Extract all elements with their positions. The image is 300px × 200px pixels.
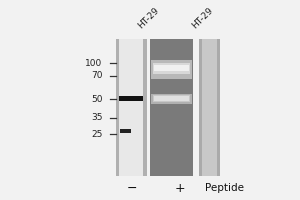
Bar [199, 39, 220, 176]
Text: −: − [127, 182, 137, 195]
Bar [152, 94, 192, 104]
Bar [202, 39, 218, 176]
Bar [119, 39, 143, 176]
Text: HT-29: HT-29 [136, 5, 161, 30]
Bar [153, 95, 190, 102]
Bar [119, 96, 143, 101]
Bar [120, 129, 131, 133]
Text: 100: 100 [85, 59, 102, 68]
Bar [150, 39, 193, 176]
Text: 50: 50 [91, 95, 102, 104]
Text: 25: 25 [91, 130, 102, 139]
Bar [153, 63, 190, 74]
Bar [152, 60, 192, 79]
Text: 35: 35 [91, 113, 102, 122]
Text: 70: 70 [91, 71, 102, 80]
Text: +: + [174, 182, 185, 195]
Bar [116, 39, 147, 176]
Text: HT-29: HT-29 [190, 5, 215, 30]
Bar [154, 65, 189, 71]
Bar [154, 96, 189, 101]
Text: Peptide: Peptide [205, 183, 244, 193]
